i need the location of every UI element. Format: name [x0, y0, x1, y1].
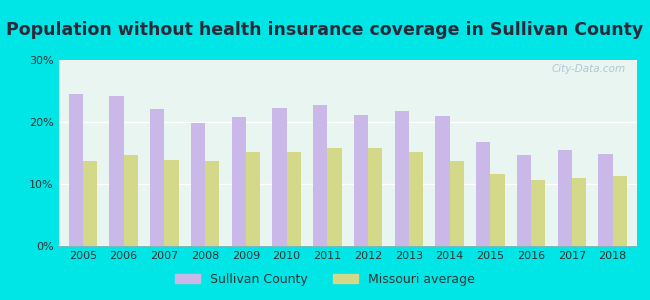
Bar [476, 142, 490, 246]
Text: City-Data.com: City-Data.com [551, 64, 625, 74]
Text: Population without health insurance coverage in Sullivan County: Population without health insurance cove… [6, 21, 644, 39]
Bar [205, 161, 220, 246]
Bar [69, 94, 83, 246]
Bar [328, 148, 342, 246]
Bar [124, 155, 138, 246]
Bar [612, 176, 627, 246]
Bar [231, 117, 246, 246]
Bar [558, 150, 572, 246]
Bar [287, 152, 301, 246]
Bar [395, 112, 409, 246]
Bar [354, 115, 368, 246]
Bar [83, 161, 98, 246]
Legend: Sullivan County, Missouri average: Sullivan County, Missouri average [170, 268, 480, 291]
Bar [531, 180, 545, 246]
Bar [313, 105, 328, 246]
Bar [490, 174, 504, 246]
Bar [368, 148, 382, 246]
Bar [164, 160, 179, 246]
Bar [517, 155, 531, 246]
Bar [272, 108, 287, 246]
Bar [450, 161, 464, 246]
Bar [598, 154, 612, 246]
Bar [572, 178, 586, 246]
Bar [150, 109, 164, 246]
Bar [436, 116, 450, 246]
Bar [109, 96, 124, 246]
Bar [409, 152, 423, 246]
Bar [191, 123, 205, 246]
Bar [246, 152, 260, 246]
